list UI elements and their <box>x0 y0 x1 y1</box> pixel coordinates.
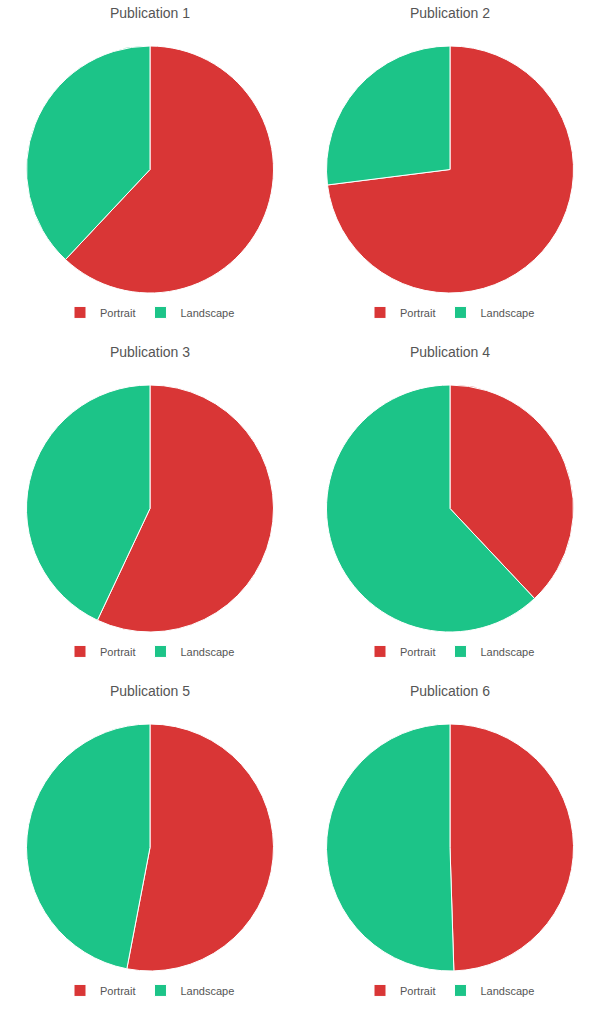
svg-text:Landscape: Landscape <box>180 985 234 997</box>
svg-text:Landscape: Landscape <box>180 646 234 658</box>
svg-text:Landscape: Landscape <box>480 646 534 658</box>
svg-text:Publication 6: Publication 6 <box>410 683 490 699</box>
svg-text:Portrait: Portrait <box>400 985 435 997</box>
svg-text:Publication 2: Publication 2 <box>410 5 490 21</box>
svg-text:Publication 3: Publication 3 <box>110 344 190 360</box>
svg-text:Portrait: Portrait <box>100 985 135 997</box>
svg-text:Publication 4: Publication 4 <box>410 344 490 360</box>
svg-text:Portrait: Portrait <box>400 307 435 319</box>
svg-text:Portrait: Portrait <box>100 646 135 658</box>
svg-text:Landscape: Landscape <box>180 307 234 319</box>
svg-text:Publication 5: Publication 5 <box>110 683 190 699</box>
svg-text:Publication 1: Publication 1 <box>110 5 190 21</box>
svg-text:Portrait: Portrait <box>400 646 435 658</box>
svg-text:Landscape: Landscape <box>480 985 534 997</box>
svg-text:Landscape: Landscape <box>480 307 534 319</box>
svg-text:Portrait: Portrait <box>100 307 135 319</box>
